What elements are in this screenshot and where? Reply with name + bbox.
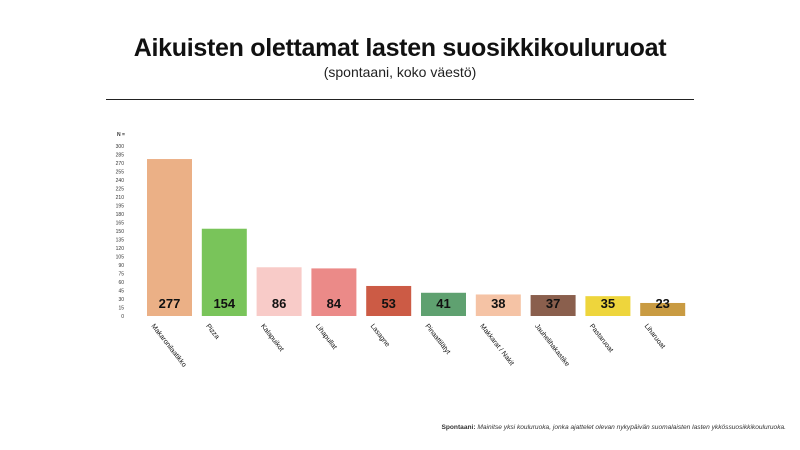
y-tick-label: 210 bbox=[116, 195, 125, 201]
y-tick-label: 45 bbox=[118, 289, 124, 295]
y-tick-label: 300 bbox=[116, 144, 125, 150]
y-tick-label: 180 bbox=[116, 212, 125, 218]
footnote: Spontaani: Mainitse yksi kouluruoka, jon… bbox=[441, 424, 786, 431]
bar-value-label: 41 bbox=[436, 296, 450, 311]
y-tick-label: 15 bbox=[118, 306, 124, 312]
bar bbox=[475, 294, 521, 316]
category-label: Pinaattilätyt bbox=[423, 323, 451, 356]
footnote-text: Mainitse yksi kouluruoka, jonka ajattele… bbox=[477, 424, 786, 431]
chart-title: Aikuisten olettamat lasten suosikkikoulu… bbox=[133, 34, 667, 62]
y-tick-label: 75 bbox=[118, 272, 124, 278]
y-tick-label: 120 bbox=[116, 246, 125, 252]
value-labels: 277 154 86 84 53 41 38 37 35 23 bbox=[159, 296, 670, 311]
y-tick-label: 90 bbox=[118, 263, 124, 269]
bar-value-label: 23 bbox=[655, 296, 669, 311]
bar bbox=[311, 268, 357, 316]
bar-value-label: 277 bbox=[159, 296, 181, 311]
y-tick-label: 195 bbox=[116, 204, 125, 210]
y-tick-label: 285 bbox=[116, 153, 125, 159]
category-label: Kalapuikot bbox=[259, 323, 285, 353]
y-tick-label: 255 bbox=[116, 170, 125, 176]
bar-value-label: 53 bbox=[381, 296, 395, 311]
category-labels: Makaronilaatikko Pizza Kalapuikot Lihapulla… bbox=[149, 323, 666, 369]
bar bbox=[201, 228, 247, 316]
y-axis-label: N = bbox=[117, 132, 125, 138]
category-label: Makkarat / Nakit bbox=[478, 323, 515, 367]
y-tick-label: 60 bbox=[118, 280, 124, 286]
category-label: Lasagne bbox=[369, 323, 391, 349]
bar-value-label: 86 bbox=[272, 296, 286, 311]
footnote-label: Spontaani: bbox=[441, 424, 476, 431]
y-tick-label: 30 bbox=[118, 297, 124, 303]
bar bbox=[147, 159, 192, 316]
category-label: Jauhelihakastike bbox=[533, 323, 570, 368]
y-tick-label: 150 bbox=[116, 229, 125, 235]
bar bbox=[530, 295, 576, 316]
category-label: Lihapullat bbox=[314, 323, 338, 351]
y-tick-label: 270 bbox=[116, 161, 125, 167]
y-tick-label: 135 bbox=[116, 238, 125, 244]
bar bbox=[256, 267, 302, 316]
bar bbox=[585, 296, 631, 316]
title-divider bbox=[106, 99, 694, 100]
category-label: Pastaruoat bbox=[588, 323, 614, 354]
bar bbox=[421, 292, 466, 316]
category-label: Pizza bbox=[204, 323, 220, 341]
bar-value-label: 35 bbox=[601, 296, 615, 311]
bar-value-label: 84 bbox=[327, 296, 342, 311]
bars bbox=[147, 159, 686, 316]
category-label: Makaronilaatikko bbox=[149, 323, 187, 369]
bar bbox=[366, 285, 412, 316]
y-tick-label: 240 bbox=[116, 178, 125, 184]
bar-value-label: 37 bbox=[546, 296, 560, 311]
y-tick-label: 105 bbox=[116, 255, 125, 261]
y-tick-label: 0 bbox=[121, 314, 124, 320]
y-tick-label: 165 bbox=[116, 221, 125, 227]
y-tick-label: 225 bbox=[116, 187, 125, 193]
bar-value-label: 38 bbox=[491, 296, 505, 311]
category-label: Liharuoat bbox=[643, 323, 667, 350]
y-axis: N = 0 15 30 45 60 75 90 105 120 135 150 165 180 195 210… bbox=[116, 132, 125, 320]
bar-value-label: 154 bbox=[213, 296, 235, 311]
bar bbox=[640, 302, 686, 316]
chart-subtitle: (spontaani, koko väestö) bbox=[323, 64, 477, 80]
